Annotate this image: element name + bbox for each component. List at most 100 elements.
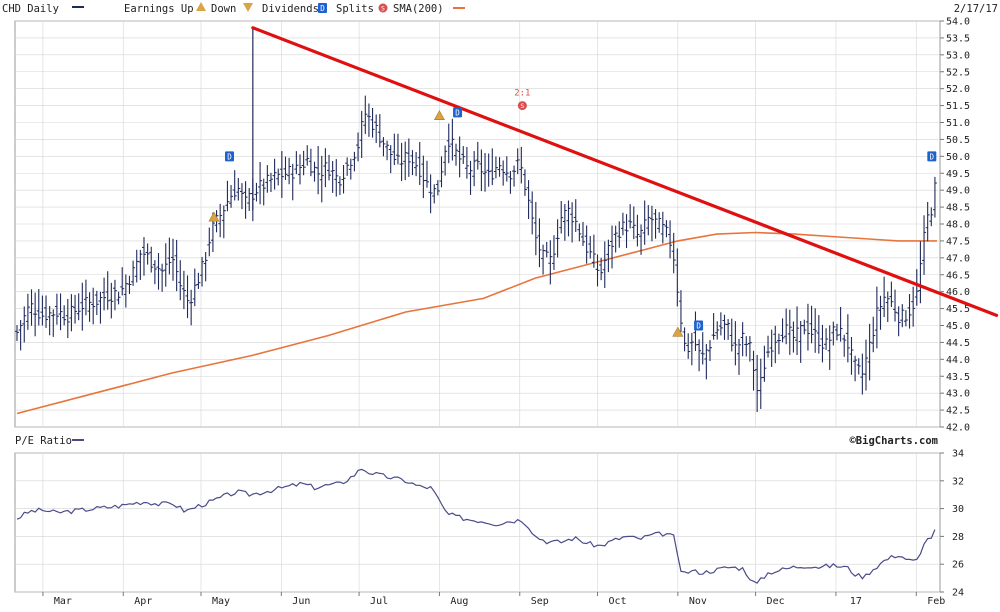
price-bar [856,358,861,375]
price-bar [591,234,596,268]
price-bar [526,180,531,219]
price-bar [922,215,927,275]
price-bar [22,306,27,343]
price-bar [171,238,176,281]
price-bar [91,287,96,325]
price-bar [486,153,491,187]
price-bar [323,148,328,188]
price-bar [537,218,542,268]
price-bar [515,148,520,175]
price-bar [929,207,934,227]
price-bar [461,146,466,164]
price-bar [192,268,197,307]
split-ratio-label: 2:1 [514,89,530,99]
price-tick-label: 50.5 [946,135,970,146]
price-bar [784,308,789,345]
price-bar [76,293,81,321]
price-tick-label: 51.5 [946,101,970,112]
price-bar [580,221,585,246]
price-tick-label: 51.0 [946,118,970,129]
price-bar [620,212,625,236]
price-bar [464,146,469,179]
x-tick-label: May [212,596,230,607]
price-bar [439,156,444,188]
price-bar [196,272,201,289]
price-bar [102,277,107,311]
price-bar [573,199,578,232]
price-bar [907,294,912,329]
price-bar [512,165,517,187]
price-bar [381,137,386,157]
price-bar [348,158,353,180]
price-bar [468,160,473,195]
x-tick-label: Jun [292,596,310,607]
price-bar [874,286,879,349]
legend-ticker: CHD Daily [2,3,59,15]
price-bar [885,291,890,322]
source-credit: ©BigCharts.com [849,435,938,447]
price-bar [432,184,437,204]
price-bar [414,152,419,177]
price-bar [25,293,30,330]
earnings-up-icon [208,211,220,222]
price-bar [156,253,161,290]
pe-grid [15,452,940,593]
x-tick-label: Aug [450,596,468,607]
price-bar [203,251,208,282]
price-bar [83,279,88,316]
price-bar [290,163,295,201]
price-bar [617,221,622,248]
x-tick-label: 17 [850,596,862,607]
price-bar [62,305,67,326]
price-bar [446,123,451,164]
price-bar [588,235,593,259]
price-bar [559,201,564,234]
price-bar [570,202,575,243]
price-bar [87,292,92,322]
pe-label: P/E Ratio [15,435,72,447]
price-bar [602,241,607,289]
price-bar [152,260,157,285]
price-bar [548,240,553,285]
price-bar [283,156,288,181]
price-bar [33,292,38,337]
price-bar [780,318,785,343]
price-bar [138,249,143,280]
price-tick-label: 44.5 [946,338,970,349]
trendline-layer [251,26,999,317]
price-bar [682,327,687,352]
pe-tick-label: 32 [952,476,964,487]
price-bar [697,339,702,372]
price-bar [668,220,673,259]
price-bar [628,204,633,229]
dividend-icon-letter: D [455,108,460,117]
price-bar [105,271,110,310]
price-bar [678,290,683,332]
price-bar [428,174,433,214]
price-bar [831,321,836,346]
price-bar [370,107,375,138]
price-bar [871,316,876,353]
price-bar [893,289,898,322]
price-tick-label: 48.0 [946,220,970,231]
price-bar [297,154,302,185]
price-bar [185,275,190,319]
price-bar [562,203,567,241]
price-bar [54,293,59,325]
price-bar [900,304,905,328]
price-bar [747,336,752,362]
price-bar [718,312,723,336]
price-bar [287,157,292,185]
price-bar [265,165,270,193]
pe-y-axis: 24 26 28 30 32 34 [940,449,964,599]
price-bar [809,305,814,344]
price-bar [903,310,908,327]
price-bar [867,323,872,381]
price-bar [327,154,332,181]
legend-splits: Splits [336,3,374,15]
split-icon [378,3,388,13]
price-bar [145,243,150,265]
price-tick-label: 45.0 [946,321,970,332]
price-bar [816,315,821,354]
